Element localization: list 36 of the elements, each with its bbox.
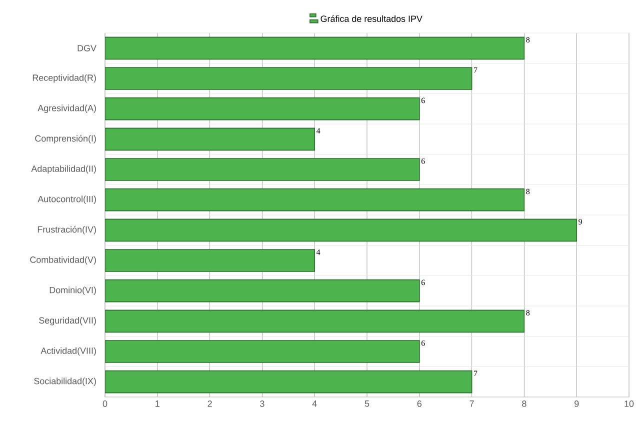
bar bbox=[105, 128, 315, 151]
x-tick-label: 2 bbox=[208, 400, 212, 407]
x-tick-label: 9 bbox=[574, 400, 579, 407]
y-tick-label: Actividad(VIII) bbox=[40, 347, 96, 356]
bar bbox=[105, 249, 315, 272]
x-tick-label: 7 bbox=[470, 400, 474, 407]
y-tick-label: Agresividad(A) bbox=[38, 104, 96, 114]
y-tick-label: Autocontrol(III) bbox=[38, 196, 96, 204]
x-tick-label: 8 bbox=[522, 400, 526, 407]
y-tick-label: DGV bbox=[78, 44, 96, 52]
bar bbox=[105, 340, 420, 363]
bar bbox=[105, 188, 525, 212]
bar bbox=[105, 218, 578, 242]
y-tick-label: Receptividad(R) bbox=[32, 74, 96, 83]
bar bbox=[105, 97, 420, 120]
y-tick-label: Seguridad(VII) bbox=[39, 316, 96, 326]
bar bbox=[105, 67, 472, 90]
bar bbox=[105, 279, 420, 302]
x-tick-label: 10 bbox=[624, 400, 634, 407]
x-tick-label: 1 bbox=[156, 400, 160, 407]
x-tick-label: 0 bbox=[102, 400, 108, 407]
y-tick-label: Comprensión(I) bbox=[35, 134, 96, 144]
x-tick-label: 3 bbox=[260, 400, 264, 407]
y-tick-label: Combatividad(V) bbox=[30, 256, 96, 265]
bar bbox=[105, 370, 472, 394]
x-tick-label: 5 bbox=[364, 400, 370, 407]
y-tick-label: Sociabilidad(IX) bbox=[34, 378, 96, 386]
x-tick-label: 4 bbox=[312, 400, 317, 407]
y-tick-label: Adaptabilidad(II) bbox=[31, 165, 96, 174]
x-tick-label: 6 bbox=[417, 400, 422, 407]
y-tick-label: Dominio(VI) bbox=[50, 286, 96, 296]
series-label: Gráfica de resultados IPV bbox=[320, 15, 422, 22]
bar bbox=[105, 310, 525, 333]
bar bbox=[105, 158, 420, 181]
bar bbox=[105, 36, 525, 60]
y-tick-label: Frustración(IV) bbox=[38, 226, 96, 234]
